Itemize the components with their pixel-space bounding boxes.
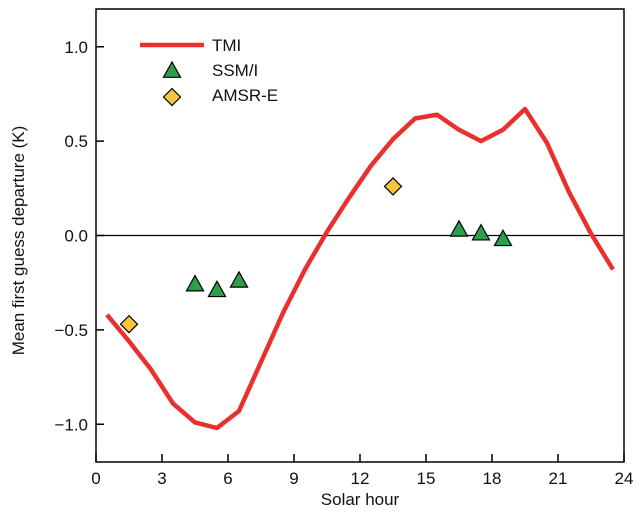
x-tick-label: 15 [417, 469, 436, 488]
point-ssm-i [471, 223, 491, 241]
legend-marker-ssm-i [162, 60, 182, 78]
series-line-tmi [105, 106, 615, 431]
y-tick-label: 0.0 [64, 227, 88, 246]
legend-label-ssm-i: SSM/I [212, 61, 258, 80]
x-tick-label: 0 [91, 469, 100, 488]
point-ssm-i [207, 280, 227, 298]
legend-label-amsr-e: AMSR-E [212, 86, 278, 105]
legend: TMI SSM/I AMSR-E [140, 36, 278, 107]
point-ssm-i [229, 270, 249, 288]
axes-layer: 0 3 6 9 12 15 18 21 24 −1.0 −0.5 0.0 0.5 1.0 [54, 38, 633, 488]
x-tick-label: 18 [483, 469, 502, 488]
legend-label-tmi: TMI [212, 36, 241, 55]
legend-marker-amsr-e [162, 87, 182, 107]
point-ssm-i [449, 219, 469, 237]
point-ssm-i [185, 274, 205, 292]
point-ssm-i [493, 229, 513, 247]
plot-frame [95, 8, 625, 463]
x-tick-label: 24 [615, 469, 634, 488]
x-tick-label: 21 [549, 469, 568, 488]
y-axis-title: Mean first guess departure (K) [9, 126, 28, 356]
x-axis-title: Solar hour [321, 490, 400, 509]
y-tick-label: 0.5 [64, 132, 88, 151]
point-amsr-e [119, 314, 139, 334]
x-tick-label: 3 [157, 469, 166, 488]
x-tick-label: 6 [223, 469, 232, 488]
y-tick-label: −1.0 [54, 415, 88, 434]
point-amsr-e [383, 177, 403, 196]
x-tick-label: 9 [289, 469, 298, 488]
x-tick-label: 12 [351, 469, 370, 488]
y-tick-label: 1.0 [64, 38, 88, 57]
y-tick-label: −0.5 [54, 321, 88, 340]
data-layer [105, 106, 615, 431]
